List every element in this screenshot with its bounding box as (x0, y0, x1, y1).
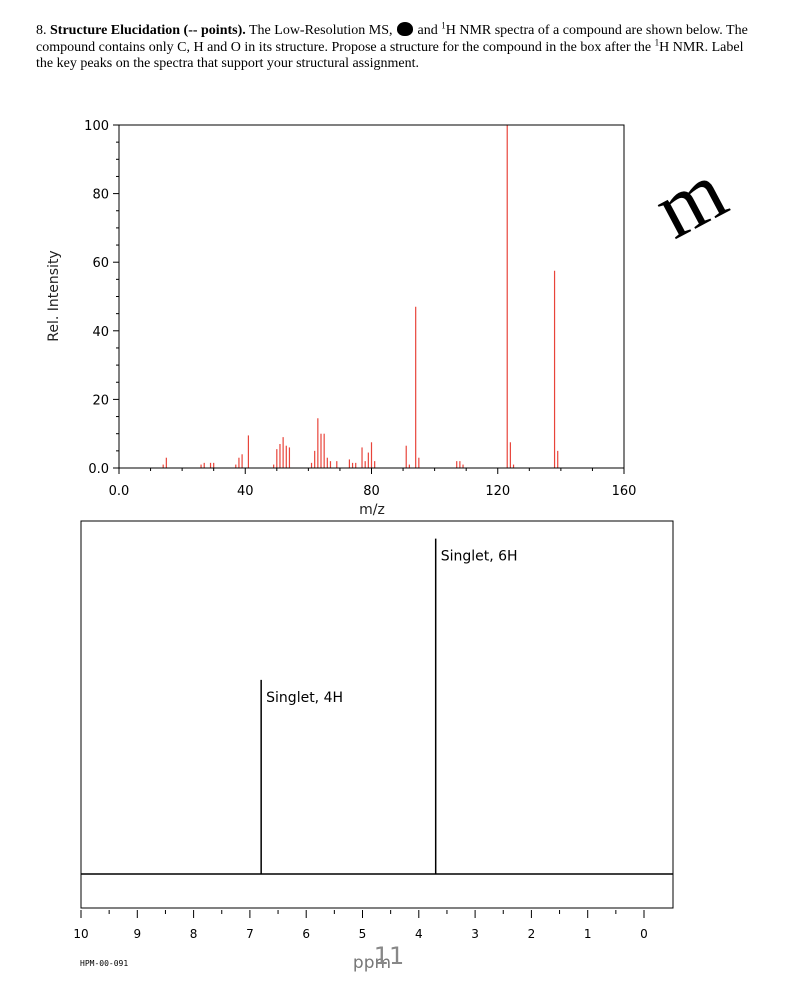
ms-y-tick-label: 40 (92, 325, 109, 340)
question-text-part4: H NMR. Label the key peaks on the spectr… (36, 39, 744, 72)
nmr-x-tick-label: 4 (415, 927, 423, 941)
nmr-x-tick-label: 7 (246, 927, 254, 941)
ms-y-axis-label: Rel. Intensity (46, 250, 62, 341)
ms-x-tick-label: 160 (612, 484, 637, 499)
question-number: 8. (36, 23, 47, 38)
nmr-peak-label-0: Singlet, 4H (266, 690, 343, 706)
question-text-part3: H NMR spectra of a compound are shown be… (36, 23, 748, 55)
nmr-x-tick-label: 0 (640, 927, 648, 941)
question-title: Structure Elucidation (-- points). (50, 23, 246, 38)
nmr-x-tick-label: 9 (133, 927, 141, 941)
ms-x-tick-label: 120 (485, 484, 510, 499)
watermark-number: 11 (374, 942, 405, 970)
ms-x-axis-label: m/z (359, 502, 385, 518)
nmr-peak-group: Singlet, 4H Singlet, 6H (260, 538, 518, 874)
question-text-part1: The Low-Resolution MS, (249, 23, 393, 38)
superscript-1: 1 (441, 20, 446, 31)
ms-plot-frame (118, 124, 625, 469)
ms-y-tick-label: 20 (92, 393, 109, 408)
nmr-x-tick-label: 10 (73, 927, 88, 941)
ms-y-tick-label: 100 (84, 119, 109, 134)
nmr-x-tick-label: 3 (471, 927, 479, 941)
nmr-x-tick-label: 6 (302, 927, 310, 941)
nmr-x-tick-label: 8 (190, 927, 198, 941)
nmr-x-tick-label: 2 (528, 927, 536, 941)
nmr-x-axis-label: ppm (353, 953, 391, 973)
nmr-plot-frame (80, 520, 674, 909)
nmr-footer-code: HPM-00-091 (80, 959, 128, 968)
ms-x-tick-label: 40 (237, 484, 254, 499)
nmr-axes: 10 9 8 7 6 5 4 3 2 1 0 (73, 910, 648, 941)
ms-axes: 0.0 20 40 60 80 100 0.0 40 80 120 160 (84, 119, 636, 499)
redaction-blob-icon (397, 22, 413, 36)
question-text-part2: and (417, 23, 438, 38)
mass-spectrum-chart: 0.0 20 40 60 80 100 0.0 40 80 120 160 Rel. Intensi… (46, 119, 636, 518)
ms-peak-group (162, 125, 559, 468)
ms-y-tick-label: 60 (92, 256, 109, 271)
ms-y-tick-label: 0.0 (88, 462, 109, 477)
ms-x-tick-label: 0.0 (109, 484, 130, 499)
nmr-x-tick-label: 5 (359, 927, 367, 941)
ms-y-tick-label: 80 (92, 188, 109, 203)
ms-x-tick-label: 80 (363, 484, 380, 499)
superscript-1b: 1 (654, 36, 660, 47)
question-text: 8. Structure Elucidation (-- points). Th… (36, 20, 748, 73)
nmr-peak-label-1: Singlet, 6H (441, 549, 518, 565)
nmr-x-tick-label: 1 (584, 927, 592, 941)
